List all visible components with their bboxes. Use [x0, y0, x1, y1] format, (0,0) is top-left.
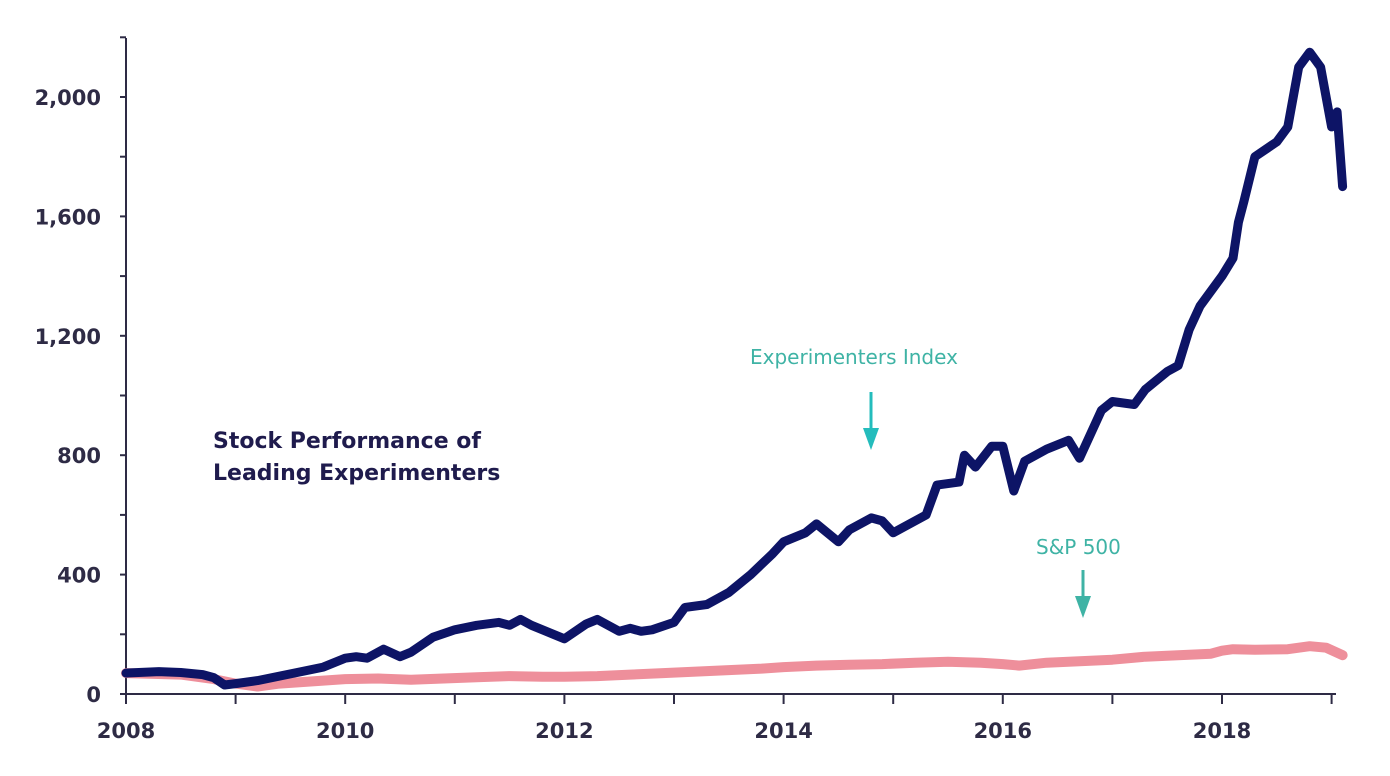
y-tick-label: 800 [57, 444, 101, 468]
annotation-experimenters-label: Experimenters Index [750, 345, 958, 369]
annotation-sp500-label: S&P 500 [1036, 535, 1121, 559]
series-layer [121, 47, 1348, 692]
y-tick-label: 1,200 [35, 325, 101, 349]
sp500-line [121, 641, 1348, 692]
y-tick-label: 400 [57, 564, 101, 588]
annotation-experimenters: Experimenters Index [750, 345, 958, 450]
y-tick-label: 0 [86, 683, 101, 707]
y-tick-label: 2,000 [35, 86, 101, 110]
annotation-experimenters-arrow-head [863, 428, 879, 450]
y-axis-ticks: 0 400 800 1,200 1,600 2,000 [35, 36, 126, 707]
chart-title-line-1: Stock Performance of [213, 429, 481, 454]
chart-title-line-2: Leading Experimenters [213, 461, 500, 486]
x-tick-label: 2018 [1193, 719, 1251, 743]
chart-axes [125, 38, 1336, 695]
experimenters-index-line [121, 47, 1348, 690]
annotation-sp500-arrow-head [1075, 596, 1091, 618]
x-tick-label: 2010 [316, 719, 374, 743]
x-tick-label: 2014 [754, 719, 812, 743]
annotation-sp500: S&P 500 [1036, 535, 1121, 618]
chart-title: Stock Performance of Leading Experimente… [213, 429, 500, 486]
x-axis-ticks: 2008 2010 2012 2014 2016 2018 [97, 694, 1333, 743]
x-tick-label: 2008 [97, 719, 155, 743]
x-tick-label: 2012 [535, 719, 593, 743]
x-tick-label: 2016 [974, 719, 1032, 743]
y-tick-label: 1,600 [35, 205, 101, 229]
